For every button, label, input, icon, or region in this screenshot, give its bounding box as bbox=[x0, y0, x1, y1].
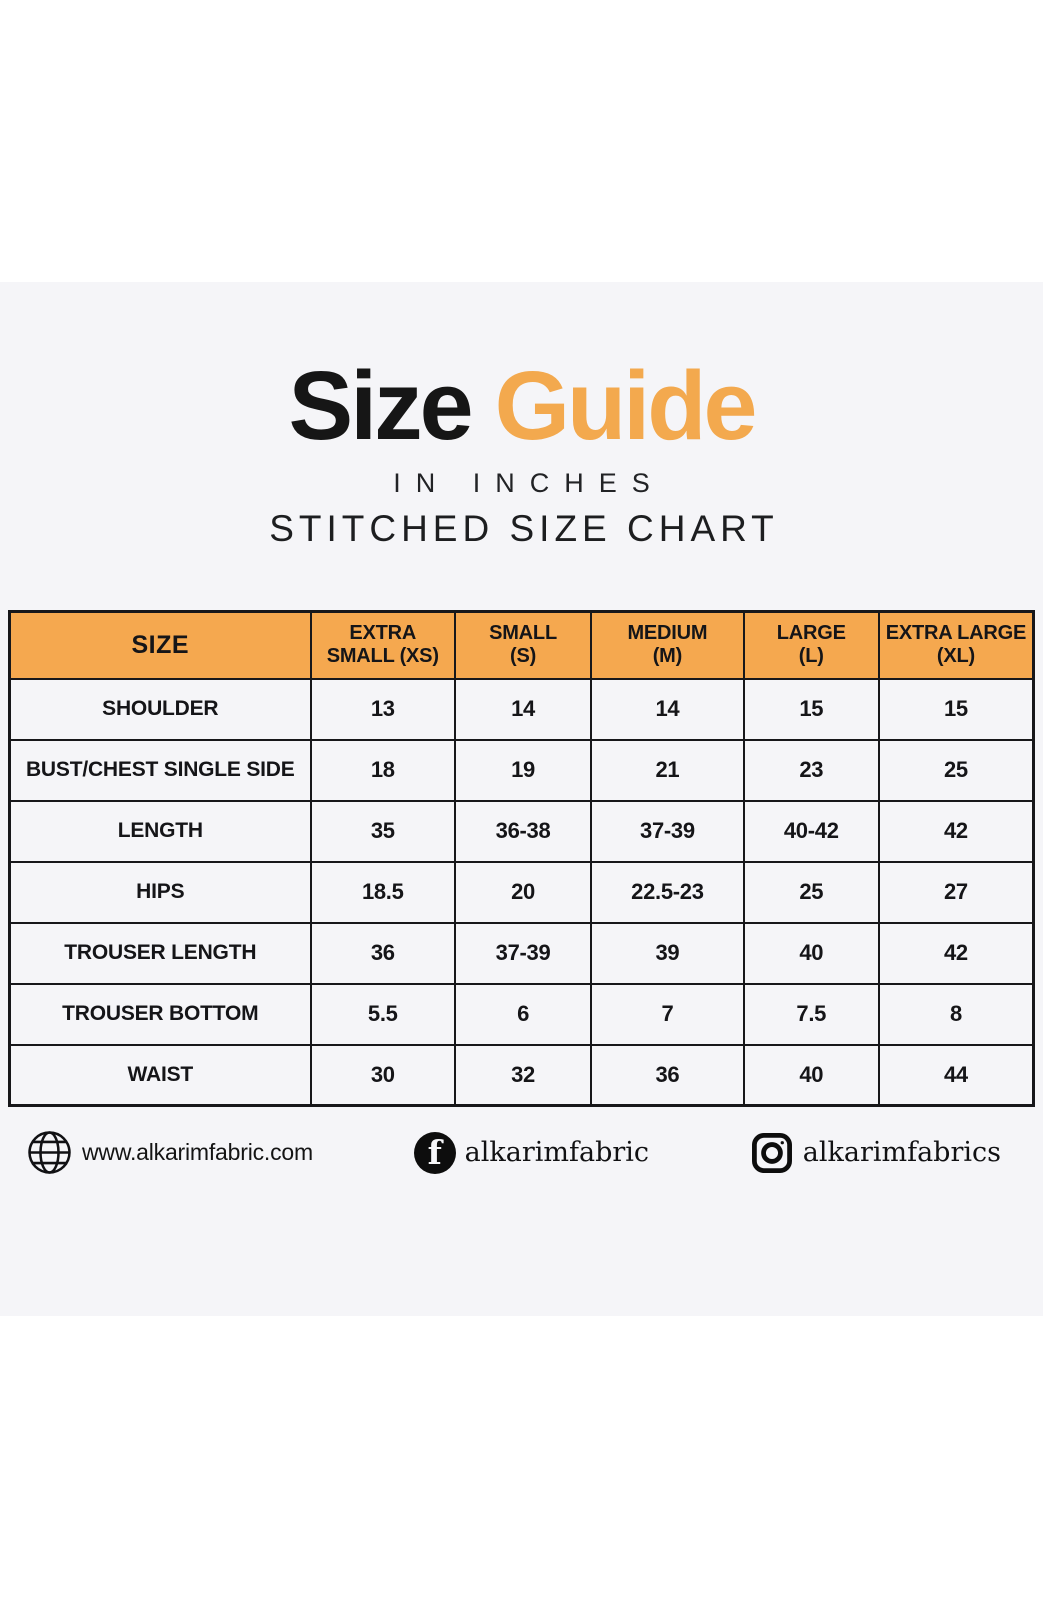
size-value-cell: 19 bbox=[453, 738, 593, 802]
size-value-cell: 8 bbox=[877, 982, 1035, 1046]
size-value-cell: 13 bbox=[309, 677, 456, 741]
size-value-cell: 42 bbox=[877, 799, 1035, 863]
column-header: EXTRA LARGE (XL) bbox=[877, 610, 1035, 680]
facebook-handle: alkarimfabric bbox=[464, 1137, 650, 1169]
footer-contact-bar: www.alkarimfabric.com f alkarimfabric al… bbox=[0, 1129, 1043, 1176]
size-value-cell: 40-42 bbox=[742, 799, 880, 863]
title-block: Size Guide IN INCHES STITCHED SIZE CHART bbox=[0, 357, 1043, 550]
size-value-cell: 14 bbox=[590, 677, 745, 741]
column-header: SMALL (S) bbox=[453, 610, 593, 680]
title-word-size: Size bbox=[288, 351, 474, 460]
size-value-cell: 5.5 bbox=[309, 982, 456, 1046]
globe-icon bbox=[26, 1129, 73, 1176]
column-header-size: SIZE bbox=[8, 610, 312, 680]
table-row: WAIST 30 32 36 40 44 bbox=[8, 1043, 1035, 1107]
size-value-cell: 15 bbox=[877, 677, 1035, 741]
column-header: MEDIUM (M) bbox=[590, 610, 745, 680]
size-value-cell: 23 bbox=[742, 738, 880, 802]
table-row: TROUSER LENGTH 36 37-39 39 40 42 bbox=[8, 921, 1035, 985]
table-header-row: SIZE EXTRA SMALL (XS) SMALL (S) MEDIUM (M) L… bbox=[8, 610, 1035, 680]
subtitle-in-inches: IN INCHES bbox=[393, 468, 665, 499]
size-value-cell: 35 bbox=[309, 799, 456, 863]
size-value-cell: 7 bbox=[590, 982, 745, 1046]
size-value-cell: 42 bbox=[877, 921, 1035, 985]
row-label: LENGTH bbox=[8, 799, 312, 863]
size-guide-card: Size Guide IN INCHES STITCHED SIZE CHART… bbox=[0, 282, 1043, 1316]
size-value-cell: 44 bbox=[877, 1043, 1035, 1107]
size-value-cell: 37-39 bbox=[590, 799, 745, 863]
table-row: HIPS 18.5 20 22.5-23 25 27 bbox=[8, 860, 1035, 924]
size-value-cell: 7.5 bbox=[742, 982, 880, 1046]
size-value-cell: 40 bbox=[742, 1043, 880, 1107]
size-value-cell: 25 bbox=[877, 738, 1035, 802]
column-header: EXTRA SMALL (XS) bbox=[309, 610, 456, 680]
table-row: TROUSER BOTTOM 5.5 6 7 7.5 8 bbox=[8, 982, 1035, 1046]
size-chart-table: SIZE EXTRA SMALL (XS) SMALL (S) MEDIUM (M) L… bbox=[8, 610, 1035, 1108]
size-value-cell: 22.5-23 bbox=[590, 860, 745, 924]
instagram-icon bbox=[750, 1131, 794, 1175]
row-label: SHOULDER bbox=[8, 677, 312, 741]
website-contact: www.alkarimfabric.com bbox=[26, 1129, 313, 1176]
size-value-cell: 6 bbox=[453, 982, 593, 1046]
size-value-cell: 36 bbox=[590, 1043, 745, 1107]
table-row: BUST/CHEST SINGLE SIDE 18 19 21 23 25 bbox=[8, 738, 1035, 802]
size-value-cell: 18.5 bbox=[309, 860, 456, 924]
size-value-cell: 30 bbox=[309, 1043, 456, 1107]
row-label: TROUSER LENGTH bbox=[8, 921, 312, 985]
row-label: BUST/CHEST SINGLE SIDE bbox=[8, 738, 312, 802]
title-word-guide: Guide bbox=[494, 351, 758, 460]
facebook-contact: f alkarimfabric bbox=[413, 1131, 650, 1174]
table-row: SHOULDER 13 14 14 15 15 bbox=[8, 677, 1035, 741]
row-label: TROUSER BOTTOM bbox=[8, 982, 312, 1046]
table-row: LENGTH 35 36-38 37-39 40-42 42 bbox=[8, 799, 1035, 863]
size-value-cell: 25 bbox=[742, 860, 880, 924]
size-value-cell: 32 bbox=[453, 1043, 593, 1107]
size-value-cell: 27 bbox=[877, 860, 1035, 924]
website-url: www.alkarimfabric.com bbox=[82, 1139, 313, 1166]
instagram-contact: alkarimfabrics bbox=[750, 1131, 1001, 1175]
size-value-cell: 39 bbox=[590, 921, 745, 985]
facebook-icon: f bbox=[413, 1131, 456, 1174]
subtitle-stitched-size-chart: STITCHED SIZE CHART bbox=[269, 508, 779, 550]
instagram-handle: alkarimfabrics bbox=[802, 1137, 1001, 1169]
size-value-cell: 36-38 bbox=[453, 799, 593, 863]
size-value-cell: 36 bbox=[309, 921, 456, 985]
column-header: LARGE (L) bbox=[742, 610, 880, 680]
row-label: WAIST bbox=[8, 1043, 312, 1107]
size-value-cell: 14 bbox=[453, 677, 593, 741]
size-value-cell: 40 bbox=[742, 921, 880, 985]
size-value-cell: 37-39 bbox=[453, 921, 593, 985]
size-value-cell: 15 bbox=[742, 677, 880, 741]
size-value-cell: 20 bbox=[453, 860, 593, 924]
row-label: HIPS bbox=[8, 860, 312, 924]
size-value-cell: 18 bbox=[309, 738, 456, 802]
size-value-cell: 21 bbox=[590, 738, 745, 802]
page-title: Size Guide bbox=[0, 357, 1043, 454]
